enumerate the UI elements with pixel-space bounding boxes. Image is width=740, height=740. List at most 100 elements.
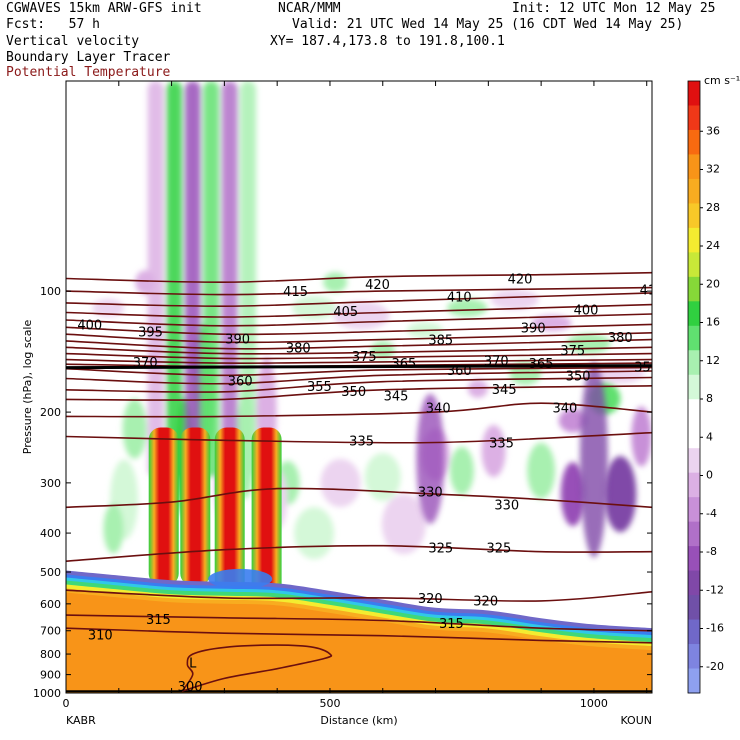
theta-label-400-0: 400: [77, 318, 102, 333]
w-blob-36: [320, 458, 361, 507]
theta-contour-400: [66, 313, 652, 327]
theta-label-380-1: 380: [608, 331, 633, 346]
colorbar-unit: cm s⁻¹: [704, 74, 740, 87]
theta-label-390-1: 390: [521, 321, 546, 336]
colorbar-label--8: -8: [706, 545, 717, 558]
y-tick-label-400: 400: [40, 527, 61, 540]
theta-label-320-0: 320: [418, 592, 443, 607]
tracer-pocket: [208, 568, 273, 589]
colorbar-swatch-5: [688, 203, 700, 229]
header-valid: Valid: 21 UTC Wed 14 May 25 (16 CDT Wed …: [292, 17, 684, 32]
w-blob-33: [604, 456, 637, 533]
y-tick-label-1000: 1000: [33, 687, 61, 700]
colorbar-swatch-2: [688, 129, 700, 155]
theta-label-365-0: 365: [391, 357, 416, 372]
theta-label-335-0: 335: [349, 434, 374, 449]
theta-contour-360: [66, 366, 652, 377]
colorbar-swatch-13: [688, 399, 700, 425]
colorbar-label-36: 36: [706, 124, 720, 137]
theta-label-420-0: 420: [365, 278, 390, 293]
colorbar-swatch-21: [688, 595, 700, 621]
theta-label-310-0: 310: [88, 628, 113, 643]
colorbar-label--4: -4: [706, 507, 717, 520]
theta-contour-335: [66, 431, 652, 444]
theta-contour-375: [66, 352, 652, 360]
colorbar-swatch-0: [688, 81, 700, 106]
updraft-cells: [148, 361, 608, 597]
theta-label-325-1: 325: [486, 542, 511, 557]
theta-contour-405: [66, 303, 652, 318]
header-field3: Potential Temperature: [6, 65, 171, 80]
theta-label-420-1: 420: [508, 273, 533, 288]
theta-label-375-0: 375: [352, 350, 377, 365]
low-marker-0: L: [189, 657, 197, 672]
theta-label-365-1: 365: [529, 357, 554, 372]
colorbar-swatch-20: [688, 570, 700, 596]
wave-column-1: [166, 81, 183, 477]
colorbar-swatch-12: [688, 374, 700, 400]
header-xy: XY= 187.4,173.8 to 191.8,100.1: [270, 34, 505, 49]
theta-label-360-0: 360: [228, 375, 253, 390]
theta-label-335-1: 335: [489, 437, 514, 452]
y-tick-label-500: 500: [40, 566, 61, 579]
w-blob-30: [481, 425, 506, 477]
theta-label-375-1: 375: [560, 344, 585, 359]
wave-column-3: [203, 81, 220, 477]
header-model: CGWAVES 15km ARW-GFS init: [6, 1, 202, 16]
theta-contour-370: [66, 358, 652, 364]
colorbar-swatch-19: [688, 546, 700, 572]
colorbar-label--20: -20: [706, 660, 724, 673]
updraft-cell-3: [251, 427, 282, 597]
colorbar-label-24: 24: [706, 239, 720, 252]
theta-label-370-0: 370: [133, 356, 158, 371]
theta-label-345-0: 345: [384, 390, 409, 405]
colorbar-swatch-6: [688, 227, 700, 253]
y-tick-label-600: 600: [40, 598, 61, 611]
y-tick-label-300: 300: [40, 477, 61, 490]
wave-column-2: [184, 81, 201, 477]
y-tick-label-100: 100: [40, 285, 61, 298]
colorbar-swatch-22: [688, 619, 700, 645]
theta-contour-420: [66, 271, 652, 284]
w-blob-38: [294, 507, 335, 560]
theta-contour-395: [66, 323, 652, 336]
theta-label-355-0: 355: [307, 380, 332, 395]
theta-label-340-1: 340: [552, 402, 577, 417]
colorbar-swatch-1: [688, 105, 700, 131]
w-blob-31: [527, 442, 556, 499]
theta-contour-325: [66, 544, 652, 562]
colorbar-swatch-17: [688, 497, 700, 523]
x-tick-label-0: 0: [63, 697, 70, 710]
theta-contour-350: [66, 376, 652, 393]
y-tick-label-200: 200: [40, 406, 61, 419]
colorbar-swatch-23: [688, 644, 700, 670]
theta-label-340-0: 340: [426, 402, 451, 417]
colorbar-label-20: 20: [706, 277, 720, 290]
theta-contour-320: [66, 589, 652, 602]
w-blob-15: [447, 298, 488, 317]
header-fcst: Fcst: 57 h: [6, 17, 100, 32]
colorbar-swatch-3: [688, 154, 700, 180]
header-field1: Vertical velocity: [6, 34, 140, 49]
colorbar-label-12: 12: [706, 354, 720, 367]
x-axis-title: Distance (km): [320, 714, 397, 727]
theta-label-370-1: 370: [484, 355, 509, 370]
w-blob-32: [560, 462, 585, 527]
colorbar-swatch-4: [688, 178, 700, 204]
theta-label-325-0: 325: [428, 542, 453, 557]
downdraft-cell-5: [579, 361, 608, 558]
colorbar-label-28: 28: [706, 201, 720, 214]
colorbar-swatch-18: [688, 521, 700, 547]
colorbar-swatch-7: [688, 252, 700, 278]
w-blob-35: [364, 453, 401, 501]
y-tick-label-800: 800: [40, 648, 61, 661]
colorbar-label-32: 32: [706, 163, 720, 176]
theta-label-350-1: 350: [566, 369, 591, 384]
theta-label-380-0: 380: [286, 341, 311, 356]
theta-contour-390: [66, 332, 652, 344]
theta-contour-315: [66, 614, 652, 632]
w-blob-11: [323, 272, 348, 293]
theta-contour-380: [66, 346, 652, 355]
downdraft-cell-4: [416, 393, 445, 524]
